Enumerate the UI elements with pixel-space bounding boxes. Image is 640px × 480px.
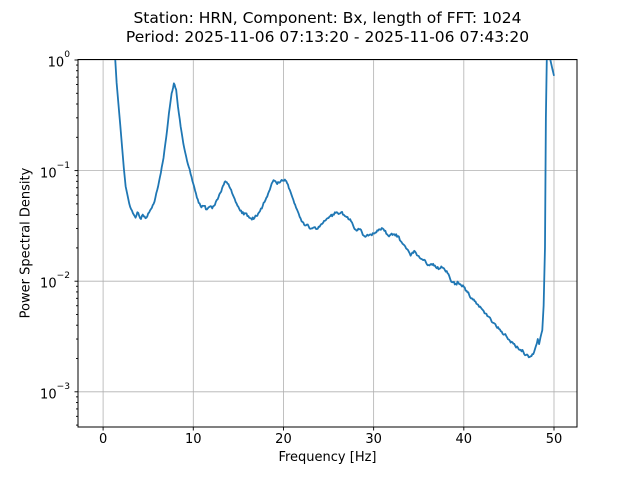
chart-title: Station: HRN, Component: Bx, length of F… [78,9,577,47]
y-tick-label: 10−1 [40,160,70,181]
psd-line-series [114,59,555,359]
axes-spines [77,59,578,428]
x-tick-label: 10 [184,432,202,447]
y-axis-label: Power Spectral Density [18,167,34,319]
tick-marks [74,59,555,431]
y-tick-label: 100 [47,49,70,71]
chart-title-line2: Period: 2025-11-06 07:13:20 - 2025-11-06… [125,28,530,46]
y-tick-label: 10−2 [40,271,70,292]
x-tick-label: 50 [545,432,563,447]
grid-lines [78,59,577,427]
x-tick-label: 30 [365,432,382,447]
x-tick-label: 20 [275,432,292,447]
y-tick-label: 10−3 [40,381,70,403]
chart-title-line1: Station: HRN, Component: Bx, length of F… [133,9,522,27]
x-tick-label: 40 [455,432,473,447]
x-tick-label: 0 [98,432,108,447]
x-axis-label: Frequency [Hz] [278,450,377,465]
